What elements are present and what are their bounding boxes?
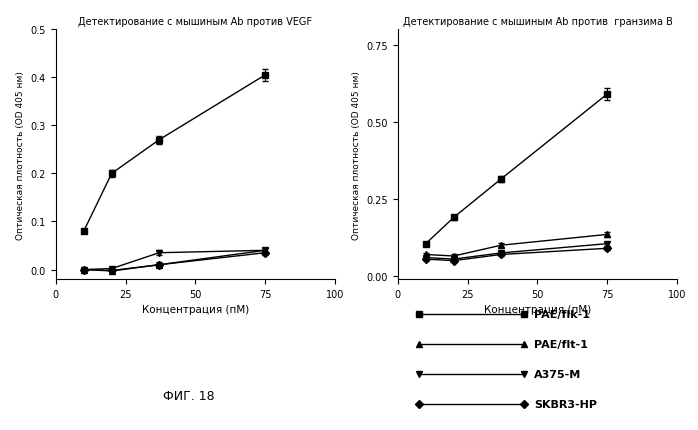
X-axis label: Концентрация (пМ): Концентрация (пМ) — [142, 305, 249, 315]
Text: ФИГ. 18: ФИГ. 18 — [163, 389, 214, 402]
Text: PAE/flt-1: PAE/flt-1 — [534, 339, 588, 349]
Y-axis label: Оптическая плотность (OD 405 нм): Оптическая плотность (OD 405 нм) — [16, 71, 25, 239]
Title: Детектирование с мышиным Ab против  гранзима В: Детектирование с мышиным Ab против гранз… — [403, 17, 672, 27]
Y-axis label: Оптическая плотность (OD 405 нм): Оптическая плотность (OD 405 нм) — [352, 71, 361, 239]
Text: PAE/flk-1: PAE/flk-1 — [534, 309, 590, 319]
Text: SKBR3-HP: SKBR3-HP — [534, 399, 597, 409]
X-axis label: Концентрация (пМ): Концентрация (пМ) — [484, 305, 591, 315]
Title: Детектирование с мышиным Ab против VEGF: Детектирование с мышиным Ab против VEGF — [78, 17, 313, 27]
Text: A375-M: A375-M — [534, 369, 581, 379]
